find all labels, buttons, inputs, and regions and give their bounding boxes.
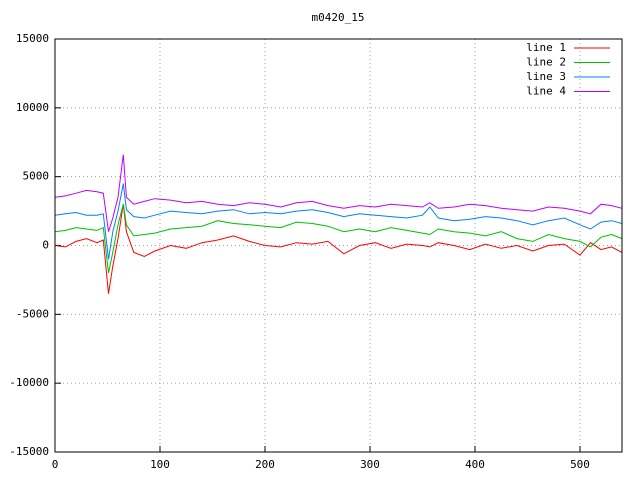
y-tick-label: 5000 — [23, 170, 50, 183]
chart-title: m0420_15 — [312, 11, 365, 24]
data-line — [54, 183, 623, 260]
y-tick-label: 10000 — [16, 101, 49, 114]
data-line — [54, 204, 623, 294]
data-line — [54, 154, 623, 232]
legend-label: line 3 — [526, 70, 566, 83]
legend-label: line 2 — [526, 56, 566, 69]
x-tick-label: 500 — [570, 458, 590, 471]
legend-label: line 4 — [526, 85, 566, 98]
x-tick-label: 200 — [255, 458, 275, 471]
x-tick-label: 300 — [360, 458, 380, 471]
legend-label: line 1 — [526, 41, 566, 54]
y-tick-label: 0 — [42, 239, 49, 252]
y-tick-label: 15000 — [16, 32, 49, 45]
plot-border — [54, 38, 623, 453]
data-line — [54, 204, 623, 274]
y-tick-label: -10000 — [9, 376, 49, 389]
x-tick-label: 100 — [150, 458, 170, 471]
y-tick-label: -5000 — [16, 307, 49, 320]
y-tick-label: -15000 — [9, 445, 49, 458]
x-tick-label: 400 — [465, 458, 485, 471]
x-tick-label: 0 — [52, 458, 59, 471]
